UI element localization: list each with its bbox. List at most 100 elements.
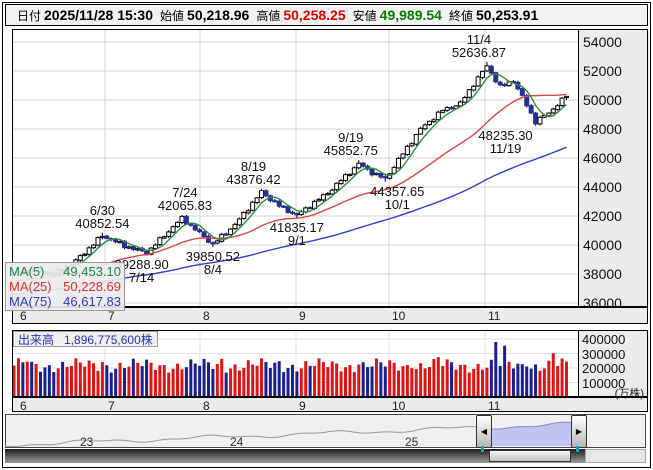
candle-up: [404, 145, 410, 155]
volume-bar: [379, 362, 383, 397]
volume-bar: [189, 359, 193, 397]
volume-bar: [339, 371, 343, 397]
ma75-label: MA(75): [9, 294, 52, 309]
volume-bar: [30, 361, 34, 397]
candle-down: [201, 231, 207, 238]
candle-up: [564, 95, 569, 99]
ma75-value: 46,617.83: [63, 294, 121, 309]
candle-up: [418, 127, 424, 135]
volume-bar: [556, 366, 560, 397]
candle-down: [113, 238, 119, 243]
volume-total-value: 1,896,775,600株: [64, 332, 153, 347]
candle-up: [400, 153, 406, 159]
candle-up: [555, 105, 561, 110]
volume-bar: [436, 357, 440, 397]
volume-bar: [52, 372, 56, 397]
volume-bar: [397, 370, 401, 397]
candle-up: [546, 112, 552, 117]
candle-up: [161, 236, 167, 239]
volume-bar: [109, 372, 113, 397]
volume-bar: [114, 368, 118, 397]
candle-up: [254, 197, 260, 204]
range-handle-right[interactable]: ▶: [571, 415, 587, 448]
candle-up: [413, 134, 419, 145]
volume-bar: [260, 358, 264, 397]
volume-bar: [547, 360, 551, 397]
candle-up: [466, 89, 472, 98]
scrollbar-thumb[interactable]: [489, 450, 571, 462]
volume-bar: [220, 358, 224, 397]
candle-down: [493, 72, 499, 83]
volume-bar: [410, 368, 414, 397]
volume-bar: [105, 365, 109, 397]
candle-up: [170, 226, 176, 233]
volume-bar: [366, 367, 370, 397]
candle-up: [175, 221, 181, 228]
volume-bar: [193, 363, 197, 397]
candle-down: [378, 173, 384, 178]
candle-down: [192, 224, 198, 231]
volume-bar: [538, 370, 542, 397]
volume-bar: [140, 366, 144, 397]
candle-down: [488, 65, 494, 74]
price-plot-border: [12, 29, 648, 307]
volume-bar: [472, 368, 476, 397]
volume-bar: [494, 342, 498, 397]
candle-down: [130, 245, 136, 250]
volume-bar: [485, 367, 489, 397]
volume-bar: [118, 362, 122, 397]
candle-up: [550, 108, 556, 114]
candle-up: [537, 116, 543, 125]
volume-bar: [432, 359, 436, 397]
ma-legend: MA(5) 49,453.10 MA(25) 50,228.69 MA(75) …: [5, 262, 125, 311]
volume-bar: [511, 368, 515, 397]
open-value: 50,218.96: [187, 7, 250, 23]
volume-bar: [136, 362, 140, 397]
navigator-line-selected: [489, 421, 572, 430]
volume-bar: [69, 366, 73, 397]
volume-bar: [171, 368, 175, 397]
candle-up: [471, 85, 477, 91]
candle-up: [457, 101, 463, 107]
volume-bar: [131, 358, 135, 397]
range-handle-left[interactable]: ◀: [476, 415, 492, 448]
volume-bar: [388, 360, 392, 397]
volume-bar: [299, 368, 303, 397]
ma25-legend-row: MA(25) 50,228.69: [9, 279, 121, 294]
volume-bar: [405, 365, 409, 397]
volume-bar: [370, 366, 374, 397]
volume-bar: [507, 361, 511, 397]
volume-bar: [441, 366, 445, 397]
candle-down: [289, 211, 295, 214]
candle-down: [528, 105, 534, 114]
volume-bar: [96, 370, 100, 397]
volume-bar: [467, 372, 471, 397]
ma5-legend-row: MA(5) 49,453.10: [9, 264, 121, 279]
volume-bar: [127, 366, 131, 397]
volume-bar: [162, 365, 166, 397]
volume-bar: [361, 362, 365, 397]
candle-up: [250, 201, 256, 211]
date-label: 日付: [17, 8, 42, 23]
volume-bar: [317, 358, 321, 397]
volume-bar: [374, 358, 378, 397]
scrollbar-track[interactable]: [5, 449, 585, 463]
candle-up: [77, 255, 83, 261]
candle-up: [440, 109, 446, 113]
candle-down: [519, 88, 525, 96]
ma75-legend-row: MA(75) 46,617.83: [9, 294, 121, 309]
volume-bar: [242, 367, 246, 397]
volume-bar: [525, 366, 529, 397]
volume-bar: [565, 361, 568, 397]
volume-bar: [419, 363, 423, 397]
volume-bar: [83, 366, 87, 397]
volume-bar: [401, 366, 405, 397]
candle-up: [462, 97, 468, 103]
volume-bar: [290, 364, 294, 397]
volume-bar: [427, 367, 431, 397]
candle-down: [188, 223, 194, 226]
volume-bar: [352, 372, 356, 397]
low-label: 安値: [352, 8, 377, 23]
volume-bar: [21, 362, 25, 397]
candle-up: [435, 111, 441, 121]
